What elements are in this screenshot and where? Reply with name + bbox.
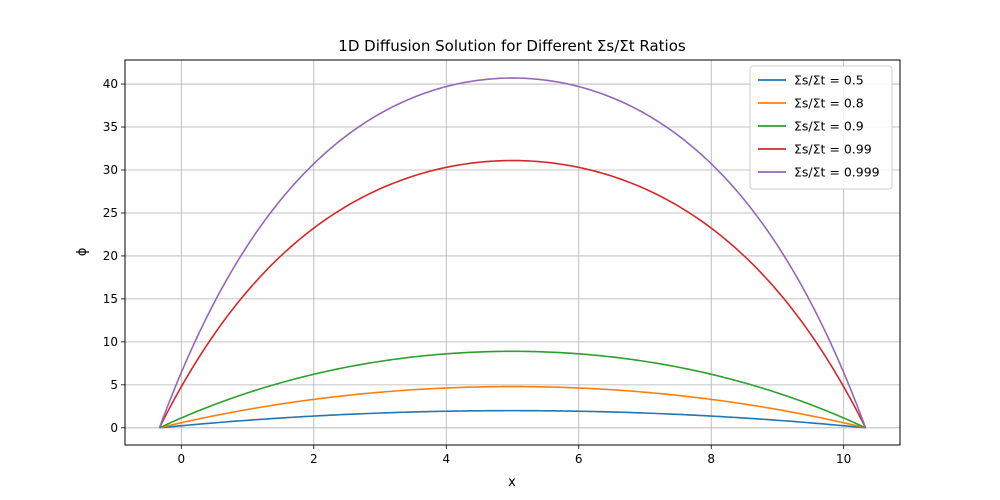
y-tick-label: 40 <box>103 77 118 91</box>
x-tick-label: 6 <box>575 452 583 466</box>
legend-label: Σs/Σt = 0.5 <box>794 73 864 88</box>
plot-frame <box>124 59 901 446</box>
grid <box>125 60 900 445</box>
y-tick-label: 5 <box>110 378 118 392</box>
series-line <box>158 77 867 429</box>
y-tick-label: 35 <box>103 120 118 134</box>
chart-title: 1D Diffusion Solution for Different Σs/Σ… <box>338 37 686 55</box>
series-line <box>159 409 866 429</box>
x-tick-label: 8 <box>707 452 715 466</box>
series-line <box>159 350 866 429</box>
y-tick-label: 0 <box>110 421 118 435</box>
y-tick-label: 30 <box>103 163 118 177</box>
y-tick-label: 15 <box>103 292 118 306</box>
y-axis-label: ϕ <box>75 248 90 257</box>
series-lines <box>158 77 867 429</box>
y-tick-label: 10 <box>103 335 118 349</box>
legend-label: Σs/Σt = 0.999 <box>794 165 880 180</box>
y-tick-label: 25 <box>103 206 118 220</box>
series-line <box>158 159 867 429</box>
series-line <box>159 385 866 429</box>
x-tick-label: 0 <box>177 452 185 466</box>
legend: Σs/Σt = 0.5 Σs/Σt = 0.8 Σs/Σt = 0.9 Σs/Σt =… <box>749 65 893 190</box>
legend-label: Σs/Σt = 0.8 <box>794 96 864 111</box>
x-tick-label: 10 <box>836 452 851 466</box>
legend-box <box>749 65 893 190</box>
x-axis-label: x <box>508 475 516 490</box>
x-tick-label: 2 <box>310 452 318 466</box>
axis-ticks: 0 2 4 6 8 10 0 5 10 15 20 25 30 35 40 <box>103 77 852 466</box>
legend-label: Σs/Σt = 0.99 <box>794 142 872 157</box>
y-tick-label: 20 <box>103 249 118 263</box>
x-tick-label: 4 <box>442 452 450 466</box>
legend-label: Σs/Σt = 0.9 <box>794 119 864 134</box>
